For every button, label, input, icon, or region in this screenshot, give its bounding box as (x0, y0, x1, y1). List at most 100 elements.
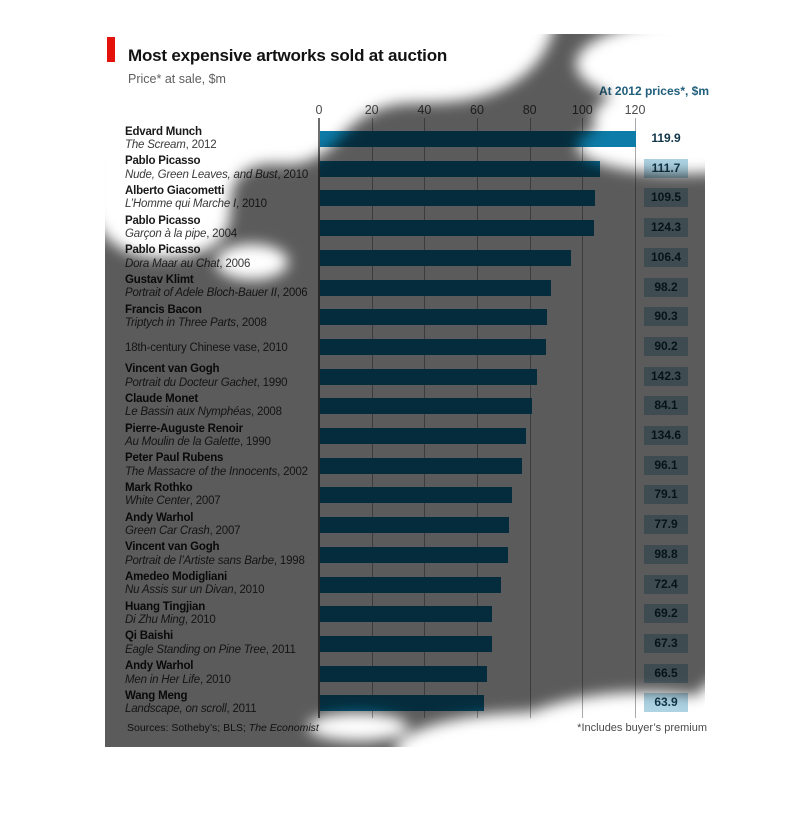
artwork-title: L’Homme qui Marche I, 2010 (125, 198, 267, 211)
price-2012-badge: 63.9 (644, 693, 688, 713)
x-axis-tick-label: 20 (364, 103, 379, 117)
price-2012-badge: 109.5 (644, 188, 688, 208)
gridline-20 (371, 118, 373, 718)
price-2012-badge: 66.5 (644, 663, 688, 683)
artwork-title: Au Moulin de la Galette, 1990 (125, 435, 271, 448)
artwork-title: Di Zhu Ming, 2010 (125, 614, 216, 627)
artwork-title: 18th-century Chinese vase, 2010 (125, 342, 288, 355)
row-label: Pierre-Auguste Renoir Au Moulin de la Gal… (125, 423, 321, 450)
price-bar (320, 487, 512, 504)
price-2012-badge: 77.9 (644, 515, 688, 535)
artist-name: Pablo Picasso (125, 155, 201, 168)
artwork-title: The Scream, 2012 (125, 138, 217, 151)
artwork-title: Portrait of Adele Bloch-Bauer II, 2006 (125, 287, 308, 300)
artist-name: Pablo Picasso (125, 214, 201, 227)
row-label: Andy Warhol Green Car Crash, 2007 (125, 512, 321, 539)
price-bar (320, 576, 502, 593)
gridline-80 (529, 118, 531, 718)
chart-subtitle: Price* at sale, $m (128, 72, 226, 86)
row-label: Edvard Munch The Scream, 2012 (125, 126, 321, 153)
price-bar (320, 279, 552, 296)
value-column-header: At 2012 prices*, $m (598, 84, 709, 98)
artist-name: Vincent van Gogh (125, 541, 220, 554)
row-label: Wang Meng Landscape, on scroll, 2011 (125, 690, 321, 717)
row-label: Mark Rothko White Center, 2007 (125, 482, 321, 509)
artist-name: Huang Tingjian (125, 600, 206, 613)
price-bar (320, 309, 548, 326)
artwork-title: White Center, 2007 (125, 495, 221, 508)
price-bar (320, 190, 595, 207)
price-2012-badge: 134.6 (644, 426, 688, 445)
artist-name: Alberto Giacometti (125, 184, 225, 197)
artist-name: Amedeo Modigliani (125, 571, 228, 583)
price-2012-badge: 98.8 (644, 544, 688, 564)
price-2012-badge: 84.1 (644, 396, 688, 416)
artwork-title: Men in Her Life, 2010 (125, 673, 231, 686)
price-bar (320, 695, 484, 712)
sources-publication: The Economist (248, 722, 319, 734)
artist-name: Pierre-Auguste Renoir (125, 422, 243, 435)
price-2012-badge: 98.2 (644, 277, 688, 297)
price-2012-badge: 124.3 (644, 218, 688, 238)
price-bar (320, 338, 547, 355)
price-2012-badge: 90.2 (644, 336, 688, 356)
artist-name: Andy Warhol (125, 511, 194, 524)
artist-name: Claude Monet (125, 392, 198, 405)
artist-name: Francis Bacon (125, 303, 202, 316)
artist-name: Vincent van Gogh (125, 363, 220, 376)
chart-title: Most expensive artworks sold at auction (128, 46, 448, 65)
sources-note: Sources: Sotheby’s; BLS; The Economist (127, 722, 319, 734)
gridline-100 (582, 118, 584, 718)
artist-name: Qi Baishi (125, 630, 174, 643)
x-axis-tick-label: 60 (470, 103, 484, 117)
artwork-title: Green Car Crash, 2007 (125, 525, 241, 537)
price-2012-badge: 106.4 (644, 247, 688, 267)
price-bar (320, 249, 571, 266)
price-bar (320, 546, 509, 563)
row-label: Gustav Klimt Portrait of Adele Bloch-Baue… (125, 274, 321, 301)
price-2012-badge: 119.9 (651, 131, 681, 145)
row-label: Alberto Giacometti L’Homme qui Marche I, … (125, 185, 321, 212)
price-bar (320, 635, 493, 652)
x-axis-tick-label: 100 (571, 103, 593, 117)
price-2012-badge: 69.2 (644, 604, 688, 624)
gridline-120 (635, 118, 636, 718)
price-2012-badge: 142.3 (644, 366, 688, 386)
row-label: Andy Warhol Men in Her Life, 2010 (125, 660, 321, 687)
row-label: Francis Bacon Triptych in Three Parts, 20… (125, 304, 321, 331)
artwork-title: Nu Assis sur un Divan, 2010 (125, 584, 265, 597)
price-2012-badge: 90.3 (644, 307, 688, 327)
price-2012-badge: 96.1 (644, 455, 688, 475)
gridline-60 (477, 118, 478, 718)
price-bar (320, 428, 526, 444)
row-label: Vincent van Gogh Portrait de l’Artiste sa… (125, 541, 321, 568)
row-label: 18th-century Chinese vase, 2010 (125, 342, 321, 355)
artist-name: Mark Rothko (125, 481, 193, 494)
row-label: Pablo Picasso Garçon à la pipe, 2004 (125, 215, 321, 242)
price-bar (320, 665, 487, 682)
price-bar (320, 368, 538, 385)
artist-name: Edvard Munch (125, 125, 202, 138)
artwork-title: Nude, Green Leaves, and Bust, 2010 (125, 168, 309, 181)
row-label: Amedeo Modigliani Nu Assis sur un Divan, … (125, 571, 321, 598)
price-bar (320, 457, 522, 474)
row-label: Pablo Picasso Nude, Green Leaves, and Bus… (125, 155, 321, 182)
artist-name: Pablo Picasso (125, 244, 201, 257)
price-bar (320, 398, 532, 415)
price-2012-badge: 79.1 (644, 485, 688, 505)
artwork-title: Portrait de l’Artiste sans Barbe, 1998 (125, 554, 305, 567)
row-label: Claude Monet Le Bassin aux Nymphéas, 2008 (125, 393, 321, 420)
x-axis-tick-label: 120 (624, 103, 646, 117)
artwork-title: Portrait du Docteur Gachet, 1990 (125, 376, 288, 389)
economist-red-tab (107, 37, 115, 62)
artwork-title: Garçon à la pipe, 2004 (125, 228, 237, 240)
artwork-title: Dora Maar au Chat, 2006 (125, 257, 251, 270)
price-bar (320, 517, 509, 534)
gridline-40 (424, 118, 426, 718)
row-label: Peter Paul Rubens The Massacre of the Inn… (125, 452, 321, 479)
row-label: Pablo Picasso Dora Maar au Chat, 2006 (125, 244, 321, 271)
artwork-title: Le Bassin aux Nymphéas, 2008 (125, 406, 282, 419)
row-label: Huang Tingjian Di Zhu Ming, 2010 (125, 601, 321, 628)
